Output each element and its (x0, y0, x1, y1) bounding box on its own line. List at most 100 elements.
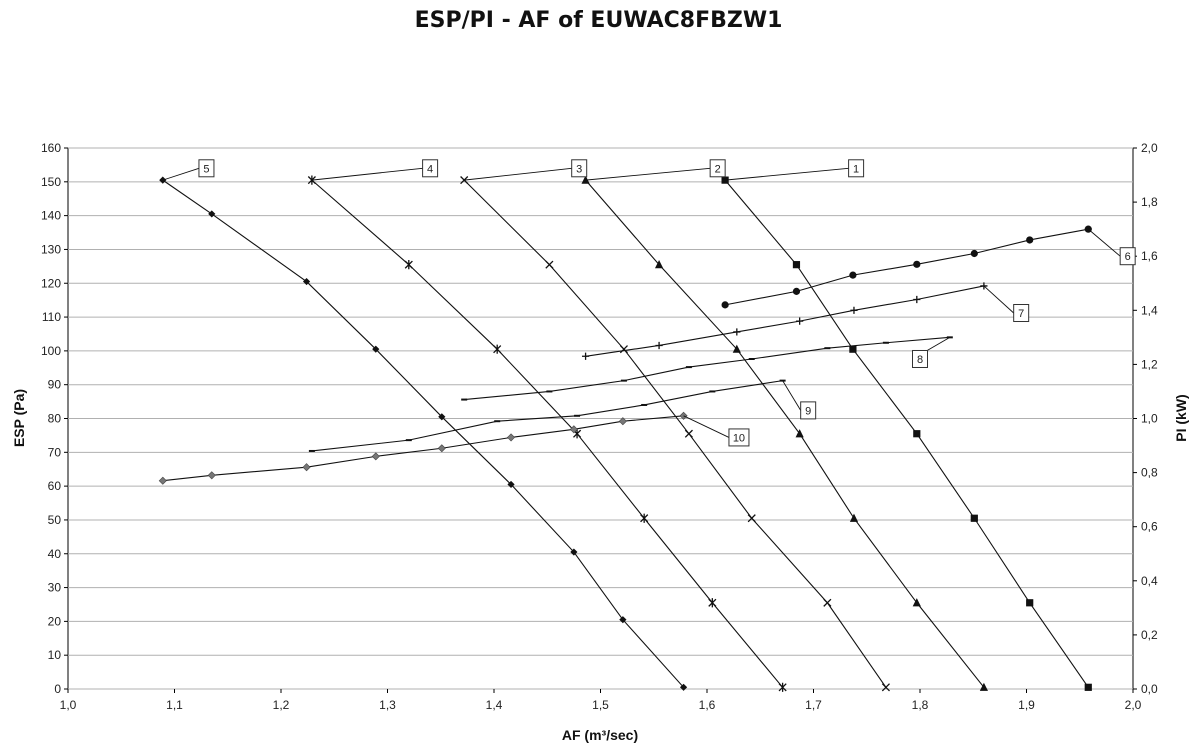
label-box (848, 159, 865, 178)
y-tick-label: 160 (41, 141, 61, 155)
data-point (1084, 683, 1092, 691)
data-point (979, 682, 988, 691)
x-tick-label: 1,7 (805, 698, 822, 712)
y-tick-label: 10 (48, 648, 62, 662)
data-point (912, 598, 921, 607)
y2-tick-label: 0,2 (1141, 628, 1158, 642)
x-tick-label: 1,8 (912, 698, 929, 712)
data-point (849, 271, 857, 279)
data-point (850, 306, 858, 314)
data-point (747, 514, 756, 523)
label-box (571, 159, 588, 178)
series-label-10: 10 (683, 415, 750, 447)
data-point (307, 175, 316, 185)
series-label-1: 1 (725, 159, 865, 181)
data-point (159, 176, 167, 184)
y2-tick-label: 0,4 (1141, 574, 1158, 588)
label-box (912, 349, 928, 368)
data-point (849, 513, 859, 522)
label-leader (311, 167, 423, 181)
data-point (570, 548, 578, 556)
x-tick-label: 2,0 (1125, 698, 1142, 712)
data-point (796, 317, 804, 325)
y2-tick-label: 0,0 (1141, 682, 1158, 696)
series-1 (721, 176, 1092, 691)
x-tick-label: 1,9 (1018, 698, 1035, 712)
data-point (970, 249, 978, 258)
label-leader (983, 285, 1014, 314)
data-point (881, 683, 890, 692)
x-tick-label: 1,6 (699, 698, 716, 712)
data-point (545, 260, 554, 269)
series-label-4: 4 (311, 159, 439, 181)
label-text: 3 (576, 163, 582, 175)
x-tick-label: 1,4 (486, 698, 503, 712)
x-axis-label: AF (m³/sec) (562, 727, 638, 743)
data-point (618, 417, 627, 426)
series-label-5: 5 (162, 159, 215, 181)
data-point (207, 471, 216, 480)
data-point (619, 616, 627, 624)
data-point (654, 260, 664, 269)
x-tick-label: 1,5 (592, 698, 609, 712)
label-leader (1087, 228, 1121, 257)
data-point (1026, 599, 1034, 607)
data-point (640, 513, 649, 523)
y-tick-label: 90 (48, 378, 62, 392)
y-axis-ticks: 0 10 20 30 40 50 60 70 80 90 100 110 120 130 140 150 160 (41, 141, 68, 696)
data-point (795, 429, 804, 438)
y-tick-label: 140 (41, 209, 61, 223)
data-point (302, 463, 311, 472)
data-point (460, 176, 469, 185)
series-10 (158, 411, 688, 485)
data-point (372, 345, 380, 353)
y2-axis-label: PI (kW) (1173, 394, 1189, 441)
data-point (619, 345, 628, 354)
x-tick-label: 1,2 (273, 698, 290, 712)
data-point (733, 328, 741, 336)
y-tick-label: 70 (48, 445, 62, 459)
label-text: 10 (733, 432, 745, 444)
x-axis-ticks: 1,0 1,1 1,2 1,3 1,4 1,5 1,6 1,7 1,8 1,9 2,0 (60, 689, 1142, 712)
data-point (708, 598, 717, 608)
y-tick-label: 130 (41, 242, 61, 256)
data-point (684, 429, 693, 438)
y-tick-label: 0 (54, 682, 61, 696)
label-leader (782, 380, 802, 411)
label-text: 4 (427, 163, 433, 175)
y2-axis-ticks: 0,0 0,2 0,4 0,6 0,8 1,0 1,2 1,4 1,6 1,8 2,0 (1133, 141, 1158, 696)
y2-tick-label: 0,8 (1141, 466, 1158, 480)
data-point (569, 425, 578, 434)
label-text: 7 (1018, 308, 1024, 320)
label-leader (585, 167, 711, 181)
series-3 (460, 176, 890, 692)
y2-tick-label: 1,4 (1141, 303, 1158, 317)
data-point (792, 261, 801, 269)
y-tick-label: 50 (48, 513, 62, 527)
data-point (792, 287, 801, 295)
series-label-9: 9 (782, 380, 817, 420)
data-point (823, 598, 832, 607)
x-tick-label: 1,1 (166, 698, 183, 712)
y-tick-label: 30 (48, 581, 62, 595)
data-point (437, 444, 446, 453)
y2-tick-label: 1,2 (1141, 357, 1158, 371)
data-point (721, 176, 729, 184)
data-point (507, 480, 515, 489)
series-9 (308, 379, 786, 452)
data-point (581, 175, 590, 184)
y-axis-label: ESP (Pa) (11, 389, 27, 447)
gridlines (68, 147, 1133, 690)
data-point (913, 430, 921, 438)
label-leader (683, 415, 730, 438)
series-group (158, 175, 1092, 692)
y-tick-label: 150 (41, 175, 61, 189)
y2-tick-label: 2,0 (1141, 141, 1158, 155)
label-box (1119, 247, 1136, 266)
label-box (709, 159, 726, 178)
series-label-3: 3 (464, 159, 588, 181)
data-point (507, 433, 516, 442)
series-label-7: 7 (983, 285, 1030, 323)
y-tick-label: 20 (48, 614, 62, 628)
